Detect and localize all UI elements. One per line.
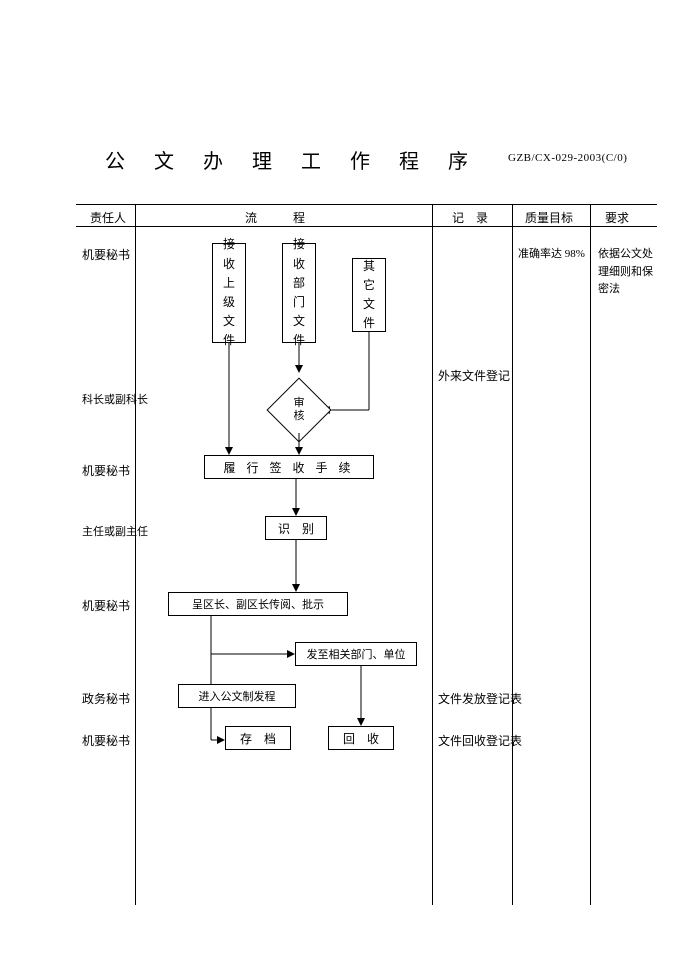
resp-7: 机要秘书 xyxy=(82,732,130,749)
arrow-stem-b9 xyxy=(211,736,225,744)
resp-4: 主任或副主任 xyxy=(82,523,148,539)
page: 公 文 办 理 工 作 程 序 GZB/CX-029-2003(C/0) 责任人… xyxy=(0,0,690,975)
box-label: 文 xyxy=(363,295,375,314)
header-quality: 质量目标 xyxy=(525,209,573,226)
header-process: 流 程 xyxy=(245,209,305,226)
box-label: 接 xyxy=(293,235,305,254)
doc-number: GZB/CX-029-2003(C/0) xyxy=(508,152,627,164)
arrow-b1-down xyxy=(225,343,233,455)
col-divider-1 xyxy=(135,204,136,905)
table-header-bottom-line xyxy=(76,226,657,227)
diamond-review: 审核 xyxy=(276,387,322,433)
box-forward-leaders: 呈区长、副区长传阅、批示 xyxy=(168,592,348,616)
box-other-docs: 其 它 文 件 xyxy=(352,258,386,332)
record-3: 文件回收登记表 xyxy=(438,732,522,749)
resp-6: 政务秘书 xyxy=(82,690,130,707)
resp-2: 科长或副科长 xyxy=(82,391,148,407)
arrow-b3-down-left xyxy=(322,332,374,414)
box-identify: 识 别 xyxy=(265,516,327,540)
box-label: 上 xyxy=(223,274,235,293)
arrow-diamond-down xyxy=(295,433,303,455)
arrow-b2-down xyxy=(295,343,303,373)
box-label: 收 xyxy=(293,255,305,274)
arrow-to-b7 xyxy=(211,650,295,658)
box-label: 文 xyxy=(223,312,235,331)
resp-3: 机要秘书 xyxy=(82,462,130,479)
col-divider-2 xyxy=(432,204,433,905)
col-divider-4 xyxy=(590,204,591,905)
table-top-line xyxy=(76,204,657,205)
header-record: 记 录 xyxy=(452,209,488,226)
header-responsible: 责任人 xyxy=(90,209,126,226)
box-label: 接 xyxy=(223,235,235,254)
box-enter-issue: 进入公文制发程 xyxy=(178,684,296,708)
box-label: 它 xyxy=(363,276,375,295)
box-label: 件 xyxy=(363,314,375,333)
arrow-b7-b10 xyxy=(357,666,365,726)
box-recycle: 回 收 xyxy=(328,726,394,750)
box-label: 收 xyxy=(223,255,235,274)
page-title: 公 文 办 理 工 作 程 序 xyxy=(105,145,480,174)
quality-target: 准确率达 98% xyxy=(518,246,586,264)
record-2: 文件发放登记表 xyxy=(438,690,522,707)
box-label: 其 xyxy=(363,257,375,276)
box-label: 文 xyxy=(293,312,305,331)
box-label: 门 xyxy=(293,293,305,312)
arrow-b5-b6 xyxy=(292,540,300,592)
box-receive-superior: 接 收 上 级 文 件 xyxy=(212,243,246,343)
resp-1: 机要秘书 xyxy=(82,246,130,263)
box-label: 部 xyxy=(293,274,305,293)
header-requirement: 要求 xyxy=(605,209,629,226)
resp-5: 机要秘书 xyxy=(82,597,130,614)
arrow-b4-b5 xyxy=(292,479,300,516)
box-sign-proc: 履 行 签 收 手 续 xyxy=(204,455,374,479)
box-dispatch-depts: 发至相关部门、单位 xyxy=(295,642,417,666)
box-archive: 存 档 xyxy=(225,726,291,750)
stem-b6-down xyxy=(210,616,212,740)
box-receive-dept: 接 收 部 门 文 件 xyxy=(282,243,316,343)
record-1: 外来文件登记 xyxy=(438,367,510,384)
diamond-label: 审核 xyxy=(294,397,305,423)
box-label: 级 xyxy=(223,293,235,312)
col-divider-3 xyxy=(512,204,513,905)
requirement-text: 依据公文处理细则和保密法 xyxy=(598,246,653,299)
